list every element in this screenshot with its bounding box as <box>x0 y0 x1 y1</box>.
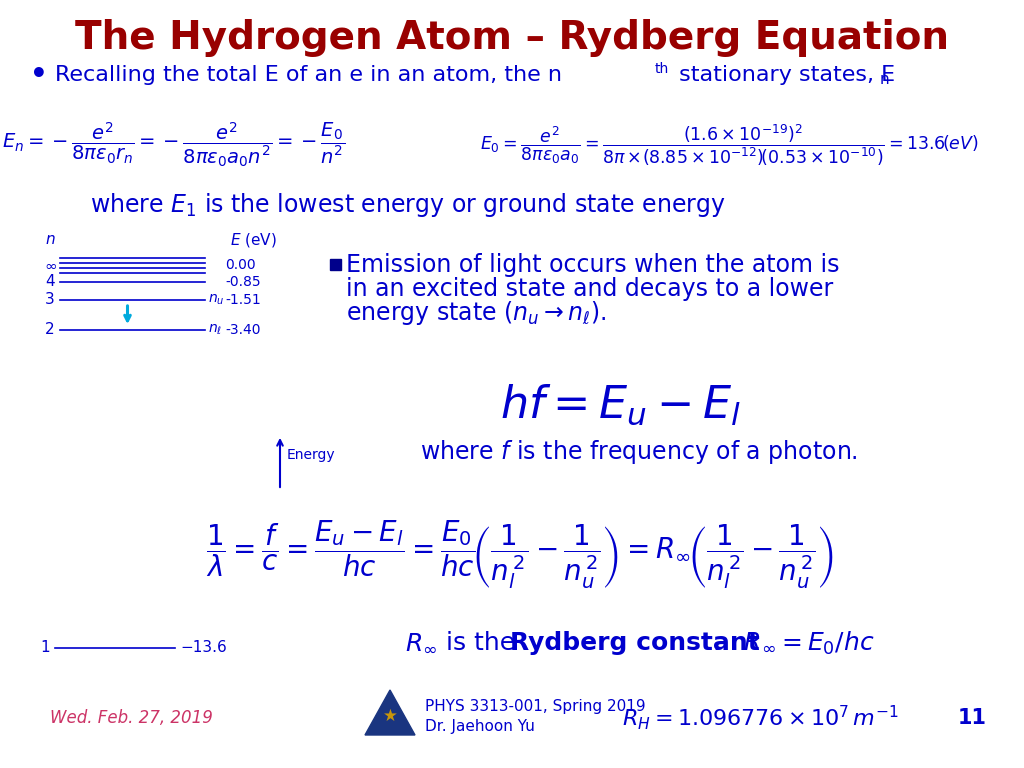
Text: Recalling the total E of an e in an atom, the n: Recalling the total E of an e in an atom… <box>55 65 562 85</box>
Text: 11: 11 <box>958 708 987 728</box>
Text: .   $R_\infty = E_0/hc$: . $R_\infty = E_0/hc$ <box>712 630 874 657</box>
Bar <box>330 259 341 270</box>
Text: ★: ★ <box>383 707 397 724</box>
Text: 3: 3 <box>45 293 55 307</box>
Text: $\mathit{E}_0=\dfrac{e^2}{8\pi\varepsilon_0 a_0}=\dfrac{\left(1.6\times10^{-19}\: $\mathit{E}_0=\dfrac{e^2}{8\pi\varepsilo… <box>480 122 979 168</box>
Polygon shape <box>365 690 415 735</box>
Text: $\mathit{E}_n = -\dfrac{e^2}{8\pi\varepsilon_0 r_n} = -\dfrac{e^2}{8\pi\varepsil: $\mathit{E}_n = -\dfrac{e^2}{8\pi\vareps… <box>2 121 345 170</box>
Text: Rydberg constant: Rydberg constant <box>510 631 760 655</box>
Text: where $\mathit{E}_1$ is the lowest energy or ground state energy: where $\mathit{E}_1$ is the lowest energ… <box>90 191 726 219</box>
Text: -0.85: -0.85 <box>225 275 261 289</box>
Text: is the: is the <box>438 631 523 655</box>
Text: stationary states, E: stationary states, E <box>672 65 895 85</box>
Text: th: th <box>655 62 670 76</box>
Text: PHYS 3313-001, Spring 2019: PHYS 3313-001, Spring 2019 <box>425 700 645 714</box>
Text: Dr. Jaehoon Yu: Dr. Jaehoon Yu <box>425 719 535 733</box>
Text: -1.51: -1.51 <box>225 293 261 307</box>
Text: 0.00: 0.00 <box>225 258 256 272</box>
Text: 4: 4 <box>45 274 55 290</box>
Text: $\dfrac{1}{\lambda} = \dfrac{f}{c} = \dfrac{E_u - E_l}{hc} = \dfrac{E_0}{hc}\!\l: $\dfrac{1}{\lambda} = \dfrac{f}{c} = \df… <box>206 519 834 591</box>
Text: Emission of light occurs when the atom is: Emission of light occurs when the atom i… <box>346 253 840 277</box>
Text: The Hydrogen Atom – Rydberg Equation: The Hydrogen Atom – Rydberg Equation <box>75 19 949 57</box>
Text: n: n <box>880 72 890 88</box>
Text: $E$ (eV): $E$ (eV) <box>230 231 276 249</box>
Text: -3.40: -3.40 <box>225 323 260 337</box>
Text: in an excited state and decays to a lower: in an excited state and decays to a lowe… <box>346 277 834 301</box>
Text: $n_u$: $n_u$ <box>208 293 224 307</box>
Text: Wed. Feb. 27, 2019: Wed. Feb. 27, 2019 <box>50 709 213 727</box>
Text: energy state ($\mathit{n}_u \rightarrow \mathit{n}_\ell$).: energy state ($\mathit{n}_u \rightarrow … <box>346 299 606 327</box>
Text: −13.6: −13.6 <box>180 641 226 656</box>
Text: •: • <box>30 61 48 89</box>
Text: 2: 2 <box>45 323 55 337</box>
Text: $R_H = 1.096776\times10^7\,m^{-1}$: $R_H = 1.096776\times10^7\,m^{-1}$ <box>622 703 899 733</box>
Text: $R_\infty$: $R_\infty$ <box>406 631 437 655</box>
Text: $\mathit{hf} = \mathit{E}_u - \mathit{E}_l$: $\mathit{hf} = \mathit{E}_u - \mathit{E}… <box>500 382 740 427</box>
Text: where $\mathit{f}$ is the frequency of a photon.: where $\mathit{f}$ is the frequency of a… <box>420 438 858 466</box>
Text: $n$: $n$ <box>45 233 55 247</box>
Text: $n_\ell$: $n_\ell$ <box>208 323 222 337</box>
Text: Energy: Energy <box>287 448 336 462</box>
Text: 1: 1 <box>40 641 50 656</box>
Text: $\infty$: $\infty$ <box>43 257 56 273</box>
